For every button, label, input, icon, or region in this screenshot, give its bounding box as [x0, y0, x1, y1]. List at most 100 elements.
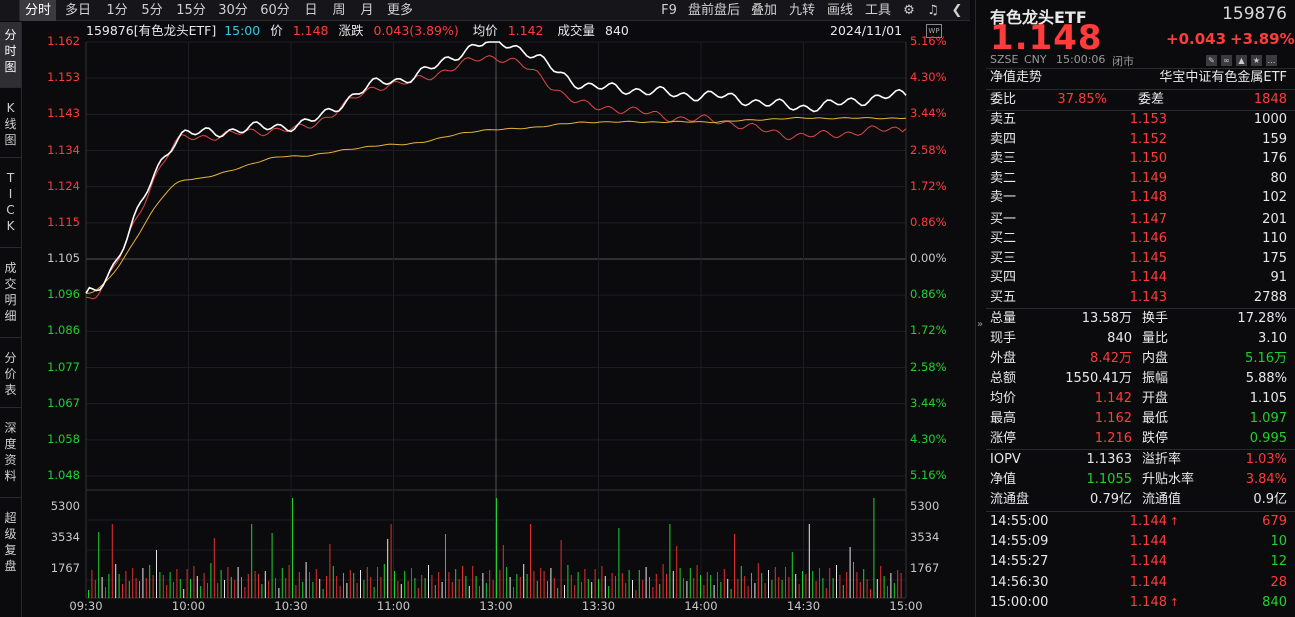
edit-icon[interactable]: ✎ — [1206, 55, 1217, 66]
volume-bar — [536, 581, 538, 598]
volume-bar — [159, 572, 161, 598]
volume-bar — [258, 574, 259, 598]
intraday-chart[interactable] — [0, 0, 970, 617]
time-tick-label: 13:00 — [479, 599, 513, 613]
bid-row[interactable]: 买四 1.144 91 — [990, 268, 1287, 288]
bid-row[interactable]: 买二 1.146 110 — [990, 229, 1287, 249]
volume-bar — [404, 571, 406, 598]
volume-bar — [278, 588, 280, 598]
security-name: 有色龙头ETF — [990, 8, 1087, 27]
nav-trend-link[interactable]: 净值走势 — [990, 70, 1043, 85]
wp-icon[interactable]: WP — [926, 24, 942, 38]
percent-tick-label: 2.58% — [910, 142, 947, 157]
bid-row[interactable]: 买五 1.143 2788 — [990, 288, 1287, 308]
tab-30min[interactable]: 30分 — [218, 3, 248, 18]
volume-bar — [873, 498, 875, 598]
time-tick-label: 15:00 — [889, 599, 923, 613]
tab-5min[interactable]: 5分 — [141, 3, 163, 18]
weicha-value: 1848 — [1253, 92, 1287, 107]
tab-fenshi[interactable]: 分时 — [20, 0, 56, 21]
ask-row[interactable]: 卖三 1.150 176 — [990, 149, 1287, 169]
stat-label: 净值 — [990, 472, 1017, 487]
tab-multiday[interactable]: 多日 — [64, 3, 91, 18]
alert-icon[interactable]: ▲ — [1236, 55, 1247, 66]
star-icon[interactable]: ★ — [1251, 55, 1262, 66]
volume-bar — [710, 575, 712, 598]
volume-bar — [747, 586, 749, 598]
volume-bar — [638, 570, 640, 598]
volume-bar — [744, 576, 746, 598]
weicha-label: 委差 — [1138, 92, 1165, 107]
tracked-index[interactable]: 华宝中证有色金属ETF — [1159, 70, 1287, 85]
link-icon[interactable]: ∞ — [1221, 55, 1232, 66]
level-volume: 91 — [1270, 270, 1287, 285]
ask-row[interactable]: 卖一 1.148 102 — [990, 188, 1287, 208]
expand-arrow-icon[interactable]: » — [977, 319, 984, 330]
level-price: 1.143 — [1129, 289, 1167, 305]
volume-bar — [846, 572, 848, 598]
sidebar-item-f10[interactable]: 深 度 资 料 — [0, 418, 21, 498]
sidebar-item-fenshi[interactable]: 分 时 图 — [0, 22, 21, 88]
volume-bar — [326, 576, 327, 598]
sidebar-item-price-table[interactable]: 分 价 表 — [0, 348, 21, 408]
price-tick-label: 1.086 — [47, 323, 80, 338]
tools-button[interactable]: 工具 — [864, 3, 891, 18]
volume-bar — [812, 571, 814, 598]
overlay-button[interactable]: 叠加 — [750, 3, 777, 18]
bid-row[interactable]: 买一 1.147 201 — [990, 210, 1287, 230]
f9-button[interactable]: F9 — [661, 3, 677, 18]
time-tick-label: 11:00 — [376, 599, 411, 613]
volume-bar — [485, 583, 487, 598]
volume-bar — [499, 570, 501, 598]
sidebar-item-detail[interactable]: 成 交 明 细 — [0, 258, 21, 338]
volume-bar — [207, 583, 208, 598]
draw-line-button[interactable]: 画线 — [826, 3, 853, 18]
volume-bar — [156, 550, 157, 598]
volume-bar — [547, 581, 548, 598]
tick-row: 14:55:27 1.144 12 — [990, 552, 1287, 572]
stat-row: 净值 1.1055 升贴水率 3.84% — [990, 470, 1287, 490]
volume-bar — [584, 569, 586, 598]
tab-1min[interactable]: 1分 — [106, 3, 128, 18]
tab-month[interactable]: 月 — [360, 3, 374, 18]
level-volume: 110 — [1262, 231, 1287, 246]
price-tick-label: 1.115 — [47, 214, 80, 229]
grid-icon[interactable] — [0, 0, 20, 21]
tab-week[interactable]: 周 — [332, 3, 346, 18]
stat-label: 现手 — [990, 331, 1017, 346]
ask-row[interactable]: 卖四 1.152 159 — [990, 130, 1287, 150]
more-icon[interactable]: … — [1266, 55, 1277, 66]
volume-bar — [615, 576, 616, 598]
time-tick-label: 09:30 — [69, 599, 103, 613]
bid-row[interactable]: 买三 1.145 175 — [990, 249, 1287, 269]
volume-bar — [560, 540, 562, 598]
sidebar-item-kline[interactable]: K 线 图 — [0, 98, 21, 158]
sidebar-item-tick[interactable]: T I C K — [0, 168, 21, 248]
volume-bar — [122, 584, 123, 598]
price-line — [85, 41, 907, 294]
tab-60min[interactable]: 60分 — [260, 3, 290, 18]
volume-bar — [295, 585, 297, 598]
ask-row[interactable]: 卖五 1.153 1000 — [990, 110, 1287, 130]
percent-tick-label: 4.30% — [910, 431, 947, 446]
bell-icon[interactable]: ♫ — [927, 3, 939, 18]
ask-row[interactable]: 卖二 1.149 80 — [990, 169, 1287, 189]
nine-turn-button[interactable]: 九转 — [788, 3, 815, 18]
volume-bar — [210, 563, 212, 598]
quote-time: 15:00:06 — [1056, 53, 1106, 66]
stat-value: 17.28% — [1237, 311, 1287, 326]
volume-bar — [598, 579, 599, 598]
volume-bar — [139, 581, 140, 598]
stat-value: 1550.41万 — [1065, 371, 1132, 386]
premarket-button[interactable]: 盘前盘后 — [687, 3, 740, 18]
stat-label: 总量 — [990, 311, 1017, 326]
sidebar-item-review[interactable]: 超 级 复 盘 — [4, 511, 17, 573]
gear-icon[interactable]: ⚙ — [903, 3, 915, 18]
collapse-arrow-icon[interactable]: ❮ — [951, 3, 963, 18]
volume-bar — [686, 581, 688, 598]
volume-bar — [642, 580, 644, 598]
chart-info-bar: 159876[有色龙头ETF] 15:00 价 1.148 涨跌 0.043(3… — [86, 22, 906, 40]
tab-15min[interactable]: 15分 — [176, 3, 206, 18]
tab-day[interactable]: 日 — [304, 3, 318, 18]
tab-more[interactable]: 更多 — [386, 3, 413, 18]
